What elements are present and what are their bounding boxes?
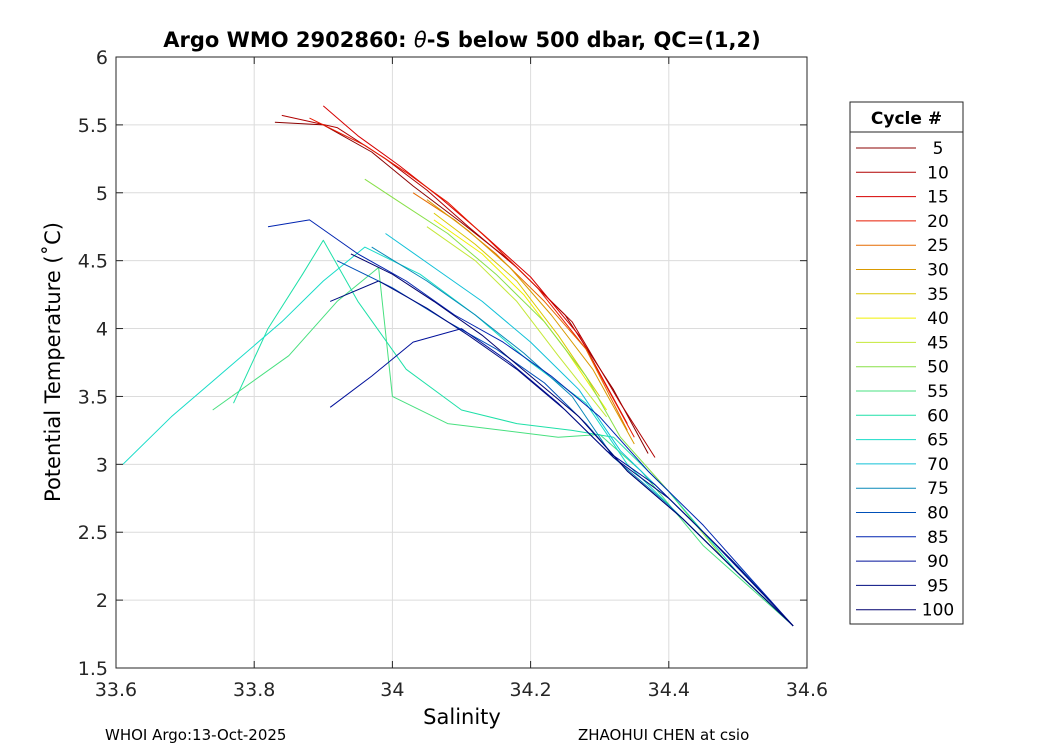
series-line-cycle-35 (433, 212, 601, 397)
series-line-cycle-15 (322, 105, 628, 424)
grid-lines (115, 56, 808, 669)
legend-label-5: 5 (933, 139, 944, 159)
legend-label-20: 20 (927, 212, 949, 232)
legend-label-15: 15 (927, 188, 949, 208)
y-tick-label: 4.5 (78, 251, 108, 273)
y-tick-label: 5.5 (78, 115, 108, 137)
y-tick-label: 4 (96, 319, 108, 341)
axes: 33.6 33.8 34 34.2 34.4 34.6 1.5 2 2.5 3 3.5 4 4.5 5 5.… (78, 47, 828, 701)
legend: Cycle # 5 10 15 20 25 30 35 40 45 50 55 60 65 70 75 80 85… (849, 101, 964, 625)
y-tick-label: 2 (96, 590, 108, 612)
legend-title: Cycle # (871, 109, 942, 129)
series-line-cycle-30 (426, 199, 635, 445)
series-line-cycle-95 (330, 280, 794, 627)
legend-label-90: 90 (927, 552, 949, 572)
series-line-cycle-20 (309, 117, 635, 438)
legend-label-100: 100 (922, 601, 954, 621)
series-lines (122, 105, 794, 627)
legend-label-45: 45 (927, 333, 949, 353)
series-line-cycle-45 (426, 226, 607, 418)
footer-source-date: WHOI Argo:13-Oct-2025 (105, 726, 287, 744)
legend-label-10: 10 (927, 163, 949, 183)
x-tick-label: 34 (380, 679, 404, 701)
series-line-cycle-85 (267, 219, 794, 627)
legend-label-75: 75 (927, 479, 949, 499)
legend-label-50: 50 (927, 358, 949, 378)
series-line-cycle-65 (122, 246, 794, 627)
plot-frame (115, 56, 808, 669)
legend-label-70: 70 (927, 455, 949, 475)
series-line-cycle-5 (274, 121, 649, 454)
y-tick-label: 6 (96, 47, 108, 69)
x-tick-label: 34.2 (509, 679, 551, 701)
legend-label-40: 40 (927, 309, 949, 329)
chart-title: Argo WMO 2902860: θ-S below 500 dbar, QC… (163, 28, 760, 52)
y-axis-label: Potential Temperature (˚C) (41, 222, 65, 502)
series-line-cycle-55 (212, 267, 794, 627)
series-line-cycle-100 (350, 253, 794, 627)
series-line-cycle-40 (433, 219, 608, 411)
legend-label-65: 65 (927, 431, 949, 451)
y-tick-label: 1.5 (78, 658, 108, 680)
legend-label-80: 80 (927, 504, 949, 524)
x-tick-label: 33.8 (233, 679, 275, 701)
y-tick-label: 3 (96, 454, 108, 476)
x-tick-label: 33.6 (95, 679, 137, 701)
series-line-cycle-10 (281, 114, 656, 458)
x-tick-label: 34.6 (786, 679, 828, 701)
y-tick-label: 2.5 (78, 522, 108, 544)
legend-label-95: 95 (927, 576, 949, 596)
legend-label-25: 25 (927, 236, 949, 256)
y-tick-label: 5 (96, 183, 108, 205)
y-tick-label: 3.5 (78, 386, 108, 408)
legend-label-30: 30 (927, 261, 949, 281)
x-tick-label: 34.4 (648, 679, 690, 701)
x-axis-label: Salinity (423, 705, 501, 729)
footer-author: ZHAOHUI CHEN at csio (578, 726, 750, 744)
legend-label-60: 60 (927, 406, 949, 426)
legend-label-85: 85 (927, 528, 949, 548)
legend-label-35: 35 (927, 285, 949, 305)
legend-label-55: 55 (927, 382, 949, 402)
